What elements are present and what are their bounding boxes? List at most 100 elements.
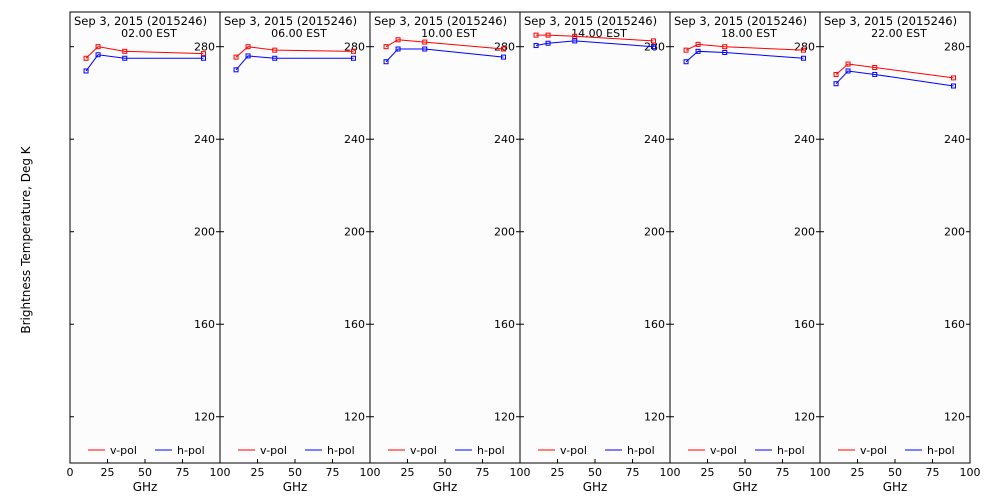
panel-6: 120 160 200 240 280 25 50 75 100 GHz Sep 3, 2015 (… [819, 11, 981, 494]
y-tick-label: 120 [944, 411, 965, 424]
x-tick-label: 25 [851, 466, 865, 479]
y-tick-label: 160 [644, 318, 665, 331]
x-tick-label: 50 [138, 466, 152, 479]
data-point [122, 55, 128, 61]
series-line-h-pol [835, 70, 954, 87]
x-tick-label: 0 [67, 466, 74, 479]
x-tick-label: 75 [926, 466, 940, 479]
data-point [83, 68, 89, 74]
x-axis-label: GHz [433, 480, 458, 494]
panel-title: Sep 3, 2015 (2015246) [74, 14, 207, 28]
legend-v-label: v-pol [710, 444, 737, 457]
legend-v-label: v-pol [410, 444, 437, 457]
data-point [395, 46, 401, 52]
series-line-v-pol [835, 63, 954, 79]
x-tick-label: 100 [360, 466, 381, 479]
legend-h-label: h-pol [477, 444, 505, 457]
y-tick-label: 240 [944, 133, 965, 146]
data-point [833, 81, 839, 87]
data-point [245, 53, 251, 59]
data-point [545, 32, 551, 38]
data-point [572, 33, 578, 39]
y-tick-label: 240 [494, 133, 515, 146]
panel-title: Sep 3, 2015 (2015246) [374, 14, 507, 28]
x-tick-label: 25 [551, 466, 565, 479]
x-tick-label: 50 [738, 466, 752, 479]
y-tick-label: 160 [944, 318, 965, 331]
y-tick-label: 200 [944, 226, 965, 239]
legend-v-label: v-pol [110, 444, 137, 457]
data-point [245, 44, 251, 50]
data-point [545, 40, 551, 46]
x-tick-label: 50 [888, 466, 902, 479]
y-tick-label: 240 [344, 133, 365, 146]
data-point [695, 48, 701, 54]
y-tick-label: 200 [794, 226, 815, 239]
data-point [833, 71, 839, 77]
data-point [695, 41, 701, 47]
y-tick-label: 240 [644, 133, 665, 146]
data-point [422, 46, 428, 52]
data-point [572, 38, 578, 44]
panel-title: Sep 3, 2015 (2015246) [524, 14, 657, 28]
series-line-h-pol [235, 55, 354, 71]
data-point [383, 44, 389, 50]
legend-v-label: v-pol [260, 444, 287, 457]
x-axis-label: GHz [733, 480, 758, 494]
legend-h-label: h-pol [927, 444, 955, 457]
data-point [872, 71, 878, 77]
data-point [722, 44, 728, 50]
panel-subtitle: 22.00 EST [871, 27, 927, 40]
series-line-h-pol [685, 50, 804, 63]
data-point [95, 44, 101, 50]
y-tick-label: 160 [494, 318, 515, 331]
legend-h-label: h-pol [777, 444, 805, 457]
x-tick-label: 100 [510, 466, 531, 479]
y-tick-label: 160 [344, 318, 365, 331]
data-point [422, 39, 428, 45]
data-point [683, 59, 689, 65]
data-point [351, 55, 356, 61]
data-point [872, 65, 878, 71]
y-tick-label: 160 [194, 318, 215, 331]
data-point [201, 55, 206, 61]
x-tick-label: 25 [101, 466, 115, 479]
x-tick-label: 50 [588, 466, 602, 479]
panel-4: 120 160 200 240 280 25 50 75 100 GHz Sep 3, 2015 (… [519, 11, 681, 494]
data-point [533, 43, 539, 49]
data-point [951, 83, 956, 89]
series-line-v-pol [85, 46, 204, 59]
y-tick-label: 280 [944, 41, 965, 54]
panel-frame [69, 11, 221, 464]
panel-1: 120 160 200 240 280 0 25 50 75 100 GHz Sep 3, 2015 … [67, 11, 231, 494]
data-point [272, 47, 278, 53]
panel-frame [669, 11, 821, 464]
y-tick-label: 120 [494, 411, 515, 424]
panel-subtitle: 10.00 EST [421, 27, 477, 40]
data-point [122, 48, 128, 54]
panels-group: 120 160 200 240 280 0 25 50 75 100 GHz Sep 3, 2015 … [67, 11, 981, 494]
y-axis-label: Brightness Temperature, Deg K [19, 145, 33, 333]
panel-subtitle: 06.00 EST [271, 27, 327, 40]
series-line-v-pol [536, 34, 654, 42]
data-point [651, 38, 656, 44]
series-line-v-pol [235, 46, 354, 58]
data-point [651, 44, 656, 50]
y-tick-label: 280 [344, 41, 365, 54]
x-tick-label: 100 [810, 466, 831, 479]
x-tick-label: 25 [401, 466, 415, 479]
y-tick-label: 120 [794, 411, 815, 424]
x-axis-label: GHz [133, 480, 158, 494]
y-tick-label: 120 [344, 411, 365, 424]
panel-title: Sep 3, 2015 (2015246) [224, 14, 357, 28]
series-line-v-pol [385, 39, 504, 50]
data-point [95, 52, 101, 58]
x-axis-label: GHz [283, 480, 308, 494]
x-tick-label: 50 [288, 466, 302, 479]
y-tick-label: 240 [194, 133, 215, 146]
series-line-v-pol [685, 43, 804, 51]
panel-frame [219, 11, 371, 464]
legend-v-label: v-pol [560, 444, 587, 457]
data-point [233, 67, 239, 73]
